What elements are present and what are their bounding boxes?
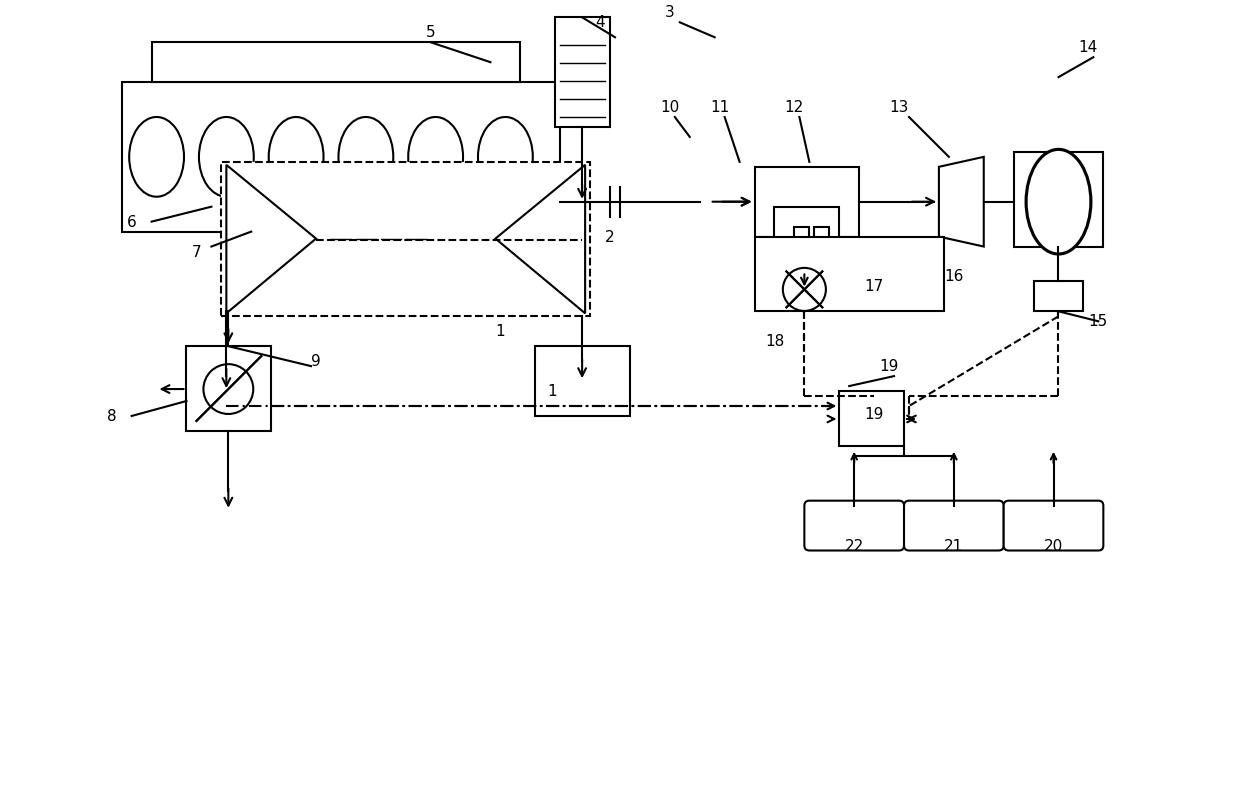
Circle shape bbox=[203, 364, 253, 414]
Bar bbox=[556, 17, 610, 127]
Bar bbox=[754, 237, 944, 311]
Text: 19: 19 bbox=[864, 407, 884, 422]
Text: 6: 6 bbox=[126, 215, 136, 230]
Text: 5: 5 bbox=[425, 25, 435, 41]
Text: 10: 10 bbox=[660, 100, 680, 115]
Ellipse shape bbox=[477, 117, 533, 197]
Bar bbox=[795, 226, 810, 247]
Text: 2: 2 bbox=[605, 230, 615, 245]
Text: 15: 15 bbox=[1089, 315, 1109, 329]
Bar bbox=[1034, 281, 1084, 311]
Ellipse shape bbox=[408, 117, 463, 197]
Text: 14: 14 bbox=[1079, 41, 1097, 55]
Circle shape bbox=[782, 268, 826, 311]
Text: 20: 20 bbox=[1044, 539, 1063, 553]
Text: 7: 7 bbox=[192, 244, 201, 260]
Bar bbox=[122, 82, 560, 232]
Polygon shape bbox=[227, 165, 316, 313]
FancyBboxPatch shape bbox=[904, 500, 1003, 551]
Bar bbox=[754, 167, 859, 237]
Text: 21: 21 bbox=[944, 539, 963, 553]
Ellipse shape bbox=[339, 117, 393, 197]
FancyBboxPatch shape bbox=[1003, 500, 1104, 551]
Text: 22: 22 bbox=[844, 539, 864, 553]
Polygon shape bbox=[939, 157, 983, 247]
Ellipse shape bbox=[1027, 149, 1091, 254]
Text: 11: 11 bbox=[711, 100, 729, 115]
Bar bbox=[186, 346, 272, 431]
Text: 4: 4 bbox=[595, 15, 605, 30]
Polygon shape bbox=[496, 165, 585, 313]
Text: 19: 19 bbox=[879, 359, 899, 374]
Text: 9: 9 bbox=[311, 354, 321, 369]
Text: 13: 13 bbox=[889, 100, 909, 115]
Text: 12: 12 bbox=[785, 100, 804, 115]
Text: 3: 3 bbox=[665, 6, 675, 20]
Text: 8: 8 bbox=[107, 409, 117, 424]
Bar bbox=[1013, 152, 1104, 247]
Bar bbox=[775, 207, 839, 256]
Text: 1: 1 bbox=[547, 384, 557, 398]
Bar bbox=[151, 42, 521, 82]
Text: 18: 18 bbox=[765, 334, 784, 350]
Text: 1: 1 bbox=[496, 324, 505, 339]
Text: 16: 16 bbox=[944, 269, 963, 285]
Ellipse shape bbox=[129, 117, 184, 197]
Bar bbox=[839, 391, 904, 446]
Bar bbox=[815, 226, 830, 247]
FancyBboxPatch shape bbox=[805, 500, 904, 551]
Bar bbox=[536, 346, 630, 416]
Text: 17: 17 bbox=[864, 280, 884, 294]
Bar bbox=[222, 162, 590, 316]
Ellipse shape bbox=[269, 117, 324, 197]
Ellipse shape bbox=[198, 117, 254, 197]
